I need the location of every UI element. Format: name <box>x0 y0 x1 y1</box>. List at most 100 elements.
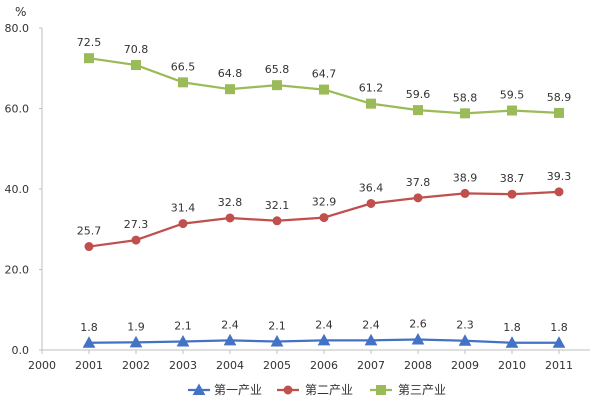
data-label: 1.9 <box>127 320 145 333</box>
data-label: 2.4 <box>362 318 380 331</box>
series-2 <box>84 187 564 252</box>
legend-marker <box>376 385 386 395</box>
data-labels: 1.8 1.9 2.1 2.4 2.1 2.4 2.4 2.6 2.3 1.8 1.8 25.7 27.… <box>77 36 572 334</box>
data-point <box>225 84 235 95</box>
data-point <box>176 335 190 347</box>
data-point <box>178 219 188 229</box>
data-point <box>270 335 284 347</box>
x-tick-label: 2010 <box>498 359 526 372</box>
data-point <box>178 77 188 88</box>
data-label: 32.9 <box>312 196 337 209</box>
data-point <box>319 84 329 95</box>
data-point <box>460 188 470 198</box>
data-point <box>225 213 235 223</box>
data-point <box>82 336 96 348</box>
data-label: 61.2 <box>359 82 384 95</box>
data-label: 59.5 <box>500 89 525 102</box>
y-tick-label: 0.0 <box>12 344 30 357</box>
y-tick-label: 80.0 <box>5 22 30 35</box>
x-tick-label: 2006 <box>310 359 338 372</box>
data-label: 32.8 <box>218 196 243 209</box>
x-tick-label: 2009 <box>451 359 479 372</box>
data-label: 2.3 <box>456 319 474 332</box>
data-point <box>458 334 472 346</box>
x-tick-label: 2004 <box>216 359 244 372</box>
data-label: 72.5 <box>77 36 102 49</box>
y-axis-unit: % <box>15 5 26 19</box>
data-point <box>131 235 141 245</box>
data-label: 66.5 <box>171 60 196 73</box>
x-tick-label: 2003 <box>169 359 197 372</box>
y-tick-label: 20.0 <box>5 264 30 277</box>
legend-label: 第三产业 <box>398 383 446 397</box>
x-tick-label: 2001 <box>75 359 103 372</box>
legend-label: 第一产业 <box>214 383 262 397</box>
legend-marker <box>192 383 206 395</box>
data-label: 2.1 <box>268 320 286 333</box>
series-layer <box>82 53 566 348</box>
y-tick-label: 40.0 <box>5 183 30 196</box>
data-point <box>507 105 517 116</box>
data-point <box>364 333 378 346</box>
data-label: 39.3 <box>547 170 572 183</box>
legend-item: 第二产业 <box>277 383 353 397</box>
legend-label: 第二产业 <box>305 383 353 397</box>
y-tick-label: 60.0 <box>5 103 30 116</box>
data-point <box>366 98 376 109</box>
data-point <box>84 53 94 64</box>
data-label: 1.8 <box>80 321 98 334</box>
data-point <box>366 198 376 208</box>
x-tick-label: 2011 <box>545 359 573 372</box>
data-label: 25.7 <box>77 225 102 238</box>
data-point <box>223 333 237 346</box>
data-label: 58.9 <box>547 91 572 104</box>
data-label: 1.8 <box>503 321 521 334</box>
legend: 第一产业 第二产业 第三产业 <box>188 383 446 397</box>
data-label: 59.6 <box>406 88 431 101</box>
data-point <box>272 216 282 226</box>
data-label: 2.4 <box>315 318 333 331</box>
data-point <box>317 333 331 346</box>
data-point <box>411 332 425 345</box>
data-label: 2.1 <box>174 320 192 333</box>
data-point <box>84 242 94 252</box>
legend-marker <box>283 385 293 395</box>
data-label: 65.8 <box>265 63 290 76</box>
x-tick-label: 2007 <box>357 359 385 372</box>
data-point <box>129 335 143 348</box>
data-label: 32.1 <box>265 199 290 212</box>
data-label: 2.6 <box>409 318 427 331</box>
data-label: 2.4 <box>221 318 239 331</box>
data-point <box>460 108 470 119</box>
data-label: 31.4 <box>171 202 196 215</box>
data-point <box>131 60 141 71</box>
data-point <box>554 107 564 118</box>
data-label: 1.8 <box>550 321 568 334</box>
data-label: 64.7 <box>312 68 337 81</box>
series-1 <box>82 332 566 348</box>
data-label: 38.7 <box>500 172 525 185</box>
data-label: 64.8 <box>218 67 243 80</box>
data-label: 38.9 <box>453 171 478 184</box>
data-label: 37.8 <box>406 176 431 189</box>
data-point <box>319 213 329 223</box>
x-tick-label: 2005 <box>263 359 291 372</box>
data-label: 36.4 <box>359 181 384 194</box>
data-point <box>272 80 282 91</box>
data-point <box>507 189 517 199</box>
data-label: 27.3 <box>124 218 149 231</box>
x-tick-label: 2002 <box>122 359 150 372</box>
legend-item: 第三产业 <box>370 383 446 397</box>
data-point <box>505 336 519 348</box>
data-label: 58.8 <box>453 91 478 104</box>
data-point <box>413 193 423 203</box>
data-label: 70.8 <box>124 43 149 56</box>
legend-item: 第一产业 <box>188 383 262 397</box>
data-point <box>554 187 564 197</box>
series-3 <box>84 53 564 119</box>
x-tick-label: 2000 <box>28 359 56 372</box>
x-tick-label: 2008 <box>404 359 432 372</box>
data-point <box>413 105 423 116</box>
